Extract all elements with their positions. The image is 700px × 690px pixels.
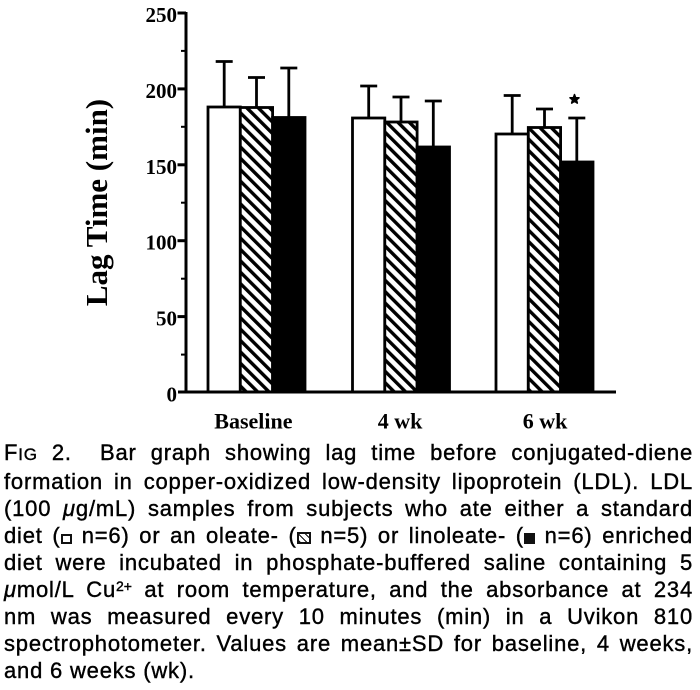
svg-text:100: 100 <box>146 231 178 255</box>
svg-text:250: 250 <box>146 3 178 27</box>
svg-text:6 wk: 6 wk <box>523 409 568 434</box>
svg-text:Lag Time (min): Lag Time (min) <box>79 99 114 306</box>
svg-text:4 wk: 4 wk <box>378 409 423 434</box>
svg-text:200: 200 <box>146 79 178 103</box>
svg-text:Baseline: Baseline <box>214 409 292 434</box>
svg-text:0: 0 <box>167 383 178 407</box>
svg-text:50: 50 <box>156 307 177 331</box>
svg-text:150: 150 <box>146 155 178 179</box>
